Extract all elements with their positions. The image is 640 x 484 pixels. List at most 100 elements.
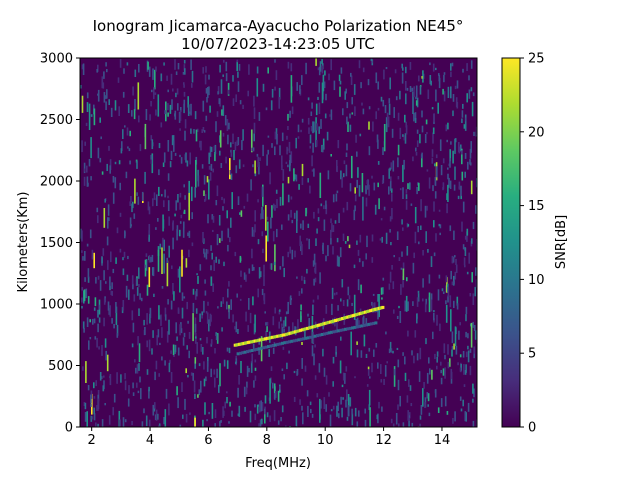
- noise-cell: [184, 154, 187, 160]
- noise-cell: [364, 419, 367, 427]
- noise-cell: [259, 157, 261, 161]
- noise-cell: [323, 397, 326, 409]
- noise-cell: [325, 200, 327, 209]
- noise-cell: [418, 371, 421, 382]
- noise-cell: [458, 330, 460, 340]
- noise-cell: [383, 124, 386, 152]
- noise-cell: [274, 59, 276, 63]
- noise-cell: [163, 152, 166, 163]
- noise-cell: [132, 382, 134, 389]
- noise-cell: [319, 172, 322, 198]
- trace-point: [353, 325, 357, 329]
- noise-cell: [267, 149, 269, 155]
- noise-cell: [388, 348, 391, 354]
- noise-cell: [189, 152, 191, 165]
- trace-point: [262, 346, 266, 350]
- noise-cell: [296, 219, 298, 233]
- noise-cell: [463, 384, 466, 387]
- noise-cell: [108, 415, 111, 425]
- noise-cell: [456, 80, 459, 89]
- noise-cell: [99, 280, 102, 291]
- noise-cell: [386, 361, 388, 364]
- trace-point: [363, 310, 367, 314]
- noise-cell: [433, 312, 435, 321]
- noise-cell: [467, 402, 470, 412]
- noise-cell: [95, 380, 97, 387]
- noise-cell: [473, 325, 476, 331]
- noise-cell: [469, 159, 471, 165]
- noise-cell: [271, 89, 274, 98]
- noise-cell: [129, 160, 131, 165]
- noise-cell: [368, 404, 371, 410]
- noise-cell: [383, 378, 385, 385]
- noise-cell: [291, 219, 294, 224]
- noise-cell: [467, 333, 469, 339]
- noise-cell: [233, 150, 235, 161]
- noise-cell: [447, 361, 450, 369]
- noise-cell: [183, 82, 185, 85]
- noise-cell: [404, 114, 406, 123]
- noise-cell: [85, 288, 88, 299]
- noise-cell: [321, 59, 323, 64]
- noise-cell: [405, 200, 408, 210]
- noise-cell: [157, 94, 160, 117]
- noise-cell: [116, 372, 118, 384]
- noise-cell: [183, 60, 186, 64]
- noise-cell: [226, 360, 229, 369]
- noise-cell: [193, 380, 196, 393]
- noise-cell: [382, 175, 385, 184]
- noise-cell: [322, 321, 324, 330]
- noise-cell: [405, 121, 407, 128]
- noise-cell: [451, 281, 454, 286]
- noise-cell: [399, 90, 401, 100]
- noise-cell: [158, 425, 160, 427]
- noise-cell: [187, 375, 189, 378]
- noise-cell: [289, 110, 291, 118]
- noise-cell: [90, 114, 93, 117]
- noise-cell: [238, 405, 241, 417]
- noise-cell: [422, 298, 424, 302]
- noise-cell: [167, 173, 170, 181]
- noise-cell: [262, 144, 264, 157]
- noise-cell: [220, 301, 223, 307]
- noise-cell: [415, 152, 418, 156]
- noise-cell: [416, 313, 418, 324]
- noise-cell: [250, 361, 253, 373]
- noise-cell: [207, 87, 209, 99]
- noise-cell: [474, 286, 476, 297]
- noise-cell: [228, 281, 230, 287]
- trace-point: [293, 330, 297, 334]
- x-tick-label: 4: [146, 433, 154, 448]
- noise-cell: [318, 102, 321, 114]
- noise-cell: [124, 230, 126, 239]
- noise-cell: [112, 407, 114, 416]
- noise-cell: [437, 289, 440, 301]
- noise-cell: [125, 285, 128, 298]
- noise-cell: [135, 278, 138, 286]
- trace-point: [295, 338, 298, 342]
- noise-cell: [287, 251, 289, 258]
- noise-cell: [289, 295, 292, 305]
- noise-cell: [439, 139, 442, 151]
- noise-cell: [368, 347, 371, 352]
- noise-cell: [84, 277, 86, 282]
- noise-cell: [211, 252, 213, 260]
- noise-cell: [178, 111, 181, 123]
- noise-cell: [111, 282, 113, 289]
- noise-cell: [215, 256, 217, 263]
- noise-cell: [109, 285, 111, 291]
- noise-cell: [407, 224, 410, 227]
- noise-cell: [164, 360, 166, 366]
- trace-point: [288, 331, 292, 335]
- noise-cell: [442, 182, 445, 190]
- noise-cell: [99, 117, 101, 123]
- noise-cell: [265, 330, 267, 342]
- noise-cell: [282, 169, 285, 181]
- noise-cell: [384, 105, 387, 114]
- noise-cell: [407, 301, 409, 311]
- noise-cell: [194, 393, 196, 399]
- noise-cell: [453, 280, 455, 285]
- noise-cell: [158, 373, 160, 377]
- noise-cell: [346, 143, 348, 151]
- noise-cell: [236, 59, 239, 63]
